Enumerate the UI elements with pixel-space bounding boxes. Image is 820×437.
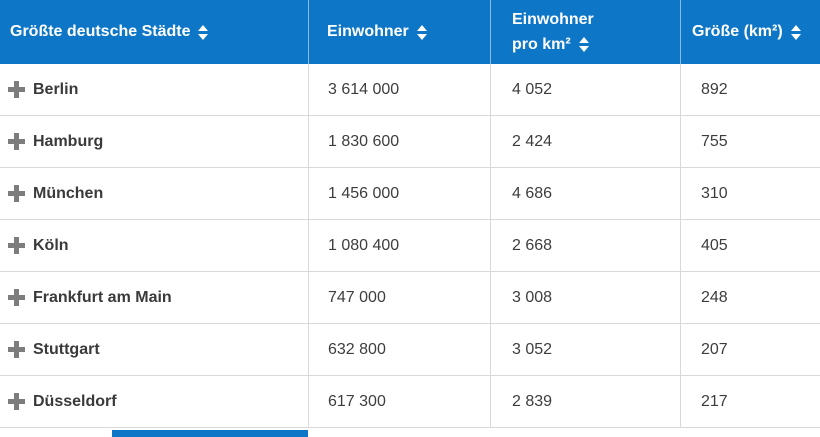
groesse-cell: 248	[680, 272, 820, 324]
city-name: Düsseldorf	[33, 392, 117, 410]
einwohner-value: 1 080 400	[328, 236, 400, 254]
column-header-groesse[interactable]: Größe (km²)	[680, 0, 820, 64]
einwohner-pro-km2-value: 2 668	[512, 236, 553, 254]
einwohner-pro-km2-cell: 2 424	[490, 116, 680, 168]
column-header-staedte[interactable]: Größte deutsche Städte	[0, 0, 308, 64]
column-header-groesse-label: Größe (km²)	[692, 23, 783, 40]
column-header-einwohner-pro-km2-line2: pro km²	[512, 36, 571, 53]
city-name: Berlin	[33, 80, 79, 98]
groesse-cell: 217	[680, 376, 820, 428]
table-row: Düsseldorf 617 300 2 839 217	[0, 376, 820, 428]
einwohner-pro-km2-cell: 4 052	[490, 64, 680, 116]
einwohner-value: 617 300	[328, 392, 386, 410]
sort-icon[interactable]	[578, 37, 589, 52]
einwohner-cell: 3 614 000	[308, 64, 490, 116]
table-row: Berlin 3 614 000 4 052 892	[0, 64, 820, 116]
expand-row-plus-icon[interactable]	[8, 341, 25, 358]
city-cell: München	[0, 168, 308, 220]
einwohner-pro-km2-cell: 4 686	[490, 168, 680, 220]
table-row: München 1 456 000 4 686 310	[0, 168, 820, 220]
groesse-cell: 405	[680, 220, 820, 272]
expand-row-plus-icon[interactable]	[8, 133, 25, 150]
groesse-value: 310	[701, 184, 728, 202]
einwohner-pro-km2-cell: 2 839	[490, 376, 680, 428]
groesse-value: 755	[701, 132, 728, 150]
einwohner-value: 1 830 600	[328, 132, 400, 150]
einwohner-pro-km2-cell: 3 052	[490, 324, 680, 376]
einwohner-pro-km2-value: 4 052	[512, 80, 553, 98]
groesse-value: 892	[701, 80, 728, 98]
einwohner-pro-km2-cell: 2 668	[490, 220, 680, 272]
einwohner-pro-km2-value: 3 008	[512, 288, 553, 306]
city-cell: Hamburg	[0, 116, 308, 168]
einwohner-value: 747 000	[328, 288, 386, 306]
expand-row-plus-icon[interactable]	[8, 393, 25, 410]
einwohner-cell: 747 000	[308, 272, 490, 324]
column-header-einwohner[interactable]: Einwohner	[308, 0, 490, 64]
table-row: Stuttgart 632 800 3 052 207	[0, 324, 820, 376]
city-cell: Frankfurt am Main	[0, 272, 308, 324]
groesse-value: 217	[701, 392, 728, 410]
groesse-value: 405	[701, 236, 728, 254]
groesse-cell: 310	[680, 168, 820, 220]
sort-icon[interactable]	[790, 24, 801, 40]
einwohner-value: 632 800	[328, 340, 386, 358]
cutoff-blue-bar	[112, 430, 308, 437]
city-name: Köln	[33, 236, 69, 254]
einwohner-cell: 1 830 600	[308, 116, 490, 168]
city-name: München	[33, 184, 104, 202]
city-cell: Köln	[0, 220, 308, 272]
groesse-cell: 207	[680, 324, 820, 376]
city-name: Hamburg	[33, 132, 104, 150]
groesse-value: 248	[701, 288, 728, 306]
sort-icon[interactable]	[416, 24, 427, 40]
column-header-einwohner-pro-km2[interactable]: Einwohner pro km²	[490, 0, 680, 64]
table-row: Köln 1 080 400 2 668 405	[0, 220, 820, 272]
table-header-row: Größte deutsche Städte Einwohner Einwohn…	[0, 0, 820, 64]
column-header-einwohner-label: Einwohner	[327, 23, 409, 40]
expand-row-plus-icon[interactable]	[8, 289, 25, 306]
einwohner-cell: 632 800	[308, 324, 490, 376]
expand-row-plus-icon[interactable]	[8, 237, 25, 254]
city-name: Stuttgart	[33, 340, 100, 358]
einwohner-value: 1 456 000	[328, 184, 400, 202]
groesse-cell: 755	[680, 116, 820, 168]
sort-icon[interactable]	[198, 24, 209, 40]
column-header-staedte-label: Größte deutsche Städte	[10, 23, 191, 40]
city-cell: Düsseldorf	[0, 376, 308, 428]
einwohner-pro-km2-value: 2 839	[512, 392, 553, 410]
einwohner-pro-km2-cell: 3 008	[490, 272, 680, 324]
einwohner-cell: 1 456 000	[308, 168, 490, 220]
city-cell: Stuttgart	[0, 324, 308, 376]
einwohner-cell: 617 300	[308, 376, 490, 428]
groesse-cell: 892	[680, 64, 820, 116]
einwohner-cell: 1 080 400	[308, 220, 490, 272]
table-row: Frankfurt am Main 747 000 3 008 248	[0, 272, 820, 324]
city-name: Frankfurt am Main	[33, 288, 172, 306]
column-header-einwohner-pro-km2-line1: Einwohner	[512, 11, 594, 28]
einwohner-value: 3 614 000	[328, 80, 400, 98]
einwohner-pro-km2-value: 2 424	[512, 132, 553, 150]
expand-row-plus-icon[interactable]	[8, 185, 25, 202]
expand-row-plus-icon[interactable]	[8, 81, 25, 98]
einwohner-pro-km2-value: 3 052	[512, 340, 553, 358]
groesse-value: 207	[701, 340, 728, 358]
city-cell: Berlin	[0, 64, 308, 116]
table-row: Hamburg 1 830 600 2 424 755	[0, 116, 820, 168]
einwohner-pro-km2-value: 4 686	[512, 184, 553, 202]
